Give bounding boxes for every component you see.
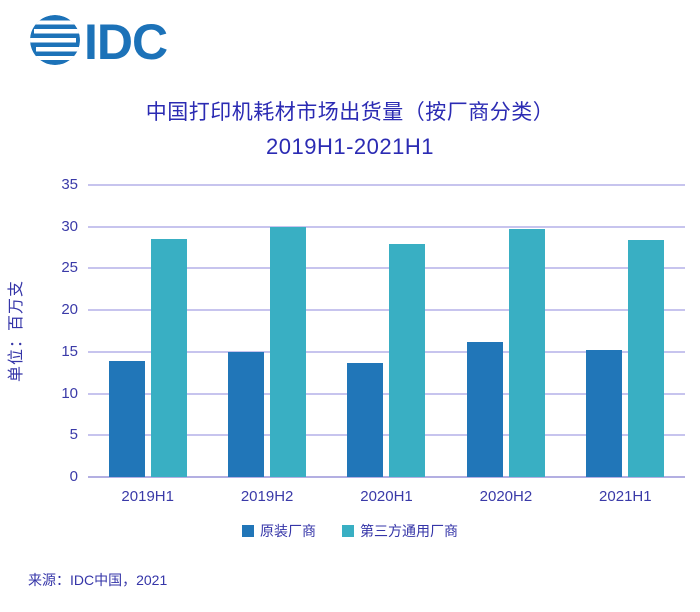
y-tick-0: 0 [69, 468, 78, 485]
bar-原装厂商-2019H2 [228, 351, 265, 477]
y-tick-15: 15 [61, 342, 78, 360]
bar-group-2020H2 [446, 185, 565, 477]
bar-group-2019H2 [207, 185, 326, 477]
legend-swatch-icon [242, 525, 254, 537]
legend-label: 原装厂商 [260, 523, 316, 539]
bar-原装厂商-2020H1 [347, 362, 384, 477]
plot-area [88, 184, 685, 478]
idc-logo: IDC [30, 14, 168, 68]
gridline-10 [88, 392, 685, 395]
y-tick-10: 10 [61, 384, 78, 402]
x-axis-labels: 2019H1 2019H2 2020H1 2020H2 2021H1 [88, 488, 685, 505]
bar-第三方通用厂商-2021H1 [628, 240, 665, 477]
y-tick-5: 5 [69, 426, 78, 444]
y-tick-25: 25 [61, 259, 78, 277]
bar-group-2020H1 [327, 185, 446, 477]
x-tick-2019H2: 2019H2 [240, 488, 294, 505]
gridline-5 [88, 434, 685, 437]
bar-原装厂商-2021H1 [586, 350, 623, 477]
gridline-30 [88, 225, 685, 228]
y-tick-30: 30 [61, 217, 78, 235]
bar-原装厂商-2019H1 [108, 361, 145, 477]
source-note: 来源：IDC中国，2021 [28, 572, 168, 588]
x-tick-2020H1: 2020H1 [360, 488, 413, 505]
gridline-35 [88, 184, 685, 186]
chart-subtitle: 2019H1-2021H1 [266, 134, 434, 159]
y-tick-20: 20 [61, 301, 78, 319]
logo-text: IDC [84, 14, 167, 68]
legend-item-第三方通用厂商: 第三方通用厂商 [342, 521, 458, 541]
bar-原装厂商-2020H2 [466, 341, 503, 477]
x-tick-2019H1: 2019H1 [121, 488, 174, 505]
y-tick-35: 35 [61, 176, 78, 193]
gridline-15 [88, 350, 685, 353]
legend-item-原装厂商: 原装厂商 [242, 521, 316, 541]
bar-第三方通用厂商-2019H2 [270, 226, 307, 477]
x-tick-2020H2: 2020H2 [479, 488, 533, 505]
globe-icon [30, 15, 80, 65]
legend-swatch-icon [342, 525, 354, 537]
gridline-20 [88, 309, 685, 312]
x-tick-2021H1: 2021H1 [599, 488, 652, 505]
chart-title: 中国打印机耗材市场出货量（按厂商分类） [145, 101, 555, 124]
bar-group-2019H1 [88, 185, 207, 477]
bar-第三方通用厂商-2020H1 [389, 244, 426, 477]
bar-group-2021H1 [566, 185, 685, 477]
gridline-0 [88, 476, 685, 478]
bar-第三方通用厂商-2020H2 [508, 229, 545, 477]
bar-第三方通用厂商-2019H1 [150, 239, 187, 477]
y-axis-ticks: 0 5 10 15 20 25 30 35 [30, 176, 78, 485]
y-axis-label: 单位：百万支 [8, 279, 25, 383]
legend: 原装厂商 第三方通用厂商 [0, 521, 700, 541]
legend-label: 第三方通用厂商 [360, 523, 458, 539]
gridline-25 [88, 267, 685, 270]
